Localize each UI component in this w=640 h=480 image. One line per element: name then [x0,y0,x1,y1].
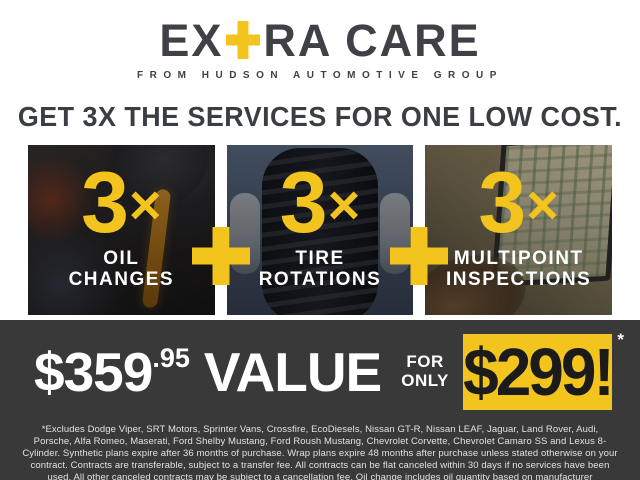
multiplier-text: 3× [81,154,162,251]
for-only-text: FOR ONLY [401,352,449,390]
panel-oil-changes: 3× OIL CHANGES [28,145,215,315]
multiplier-text: 3× [279,154,361,251]
price-row: $359.95 VALUE FOR ONLY $299! * [34,330,624,412]
value-price: $359.95 VALUE [34,340,382,403]
service-panels: 3× OIL CHANGES 3× TIRE ROTATIONS 3× MULT… [28,145,613,315]
panel-label: TIRE ROTATIONS [258,247,382,291]
disclaimer-text: *Excludes Dodge Viper, SRT Motors, Sprin… [22,424,618,480]
offer-headline: GET 3X THE SERVICES FOR ONE LOW COST. [17,101,623,132]
laptop-inspection-photo [425,145,613,315]
brand-logo: EX RA CARE [159,18,480,63]
logo-text-ex: EX [159,15,224,66]
panel-tire-rotations: 3× TIRE ROTATIONS [226,145,414,315]
panel-label: OIL CHANGES [68,247,175,291]
photo-shade [226,145,414,315]
value-word: VALUE [203,340,382,403]
sale-price: $299! [463,334,615,410]
price-asterisk: * [617,330,624,349]
oil-pour-photo [28,145,215,315]
sale-price-box: $299! * [462,330,624,410]
logo-text-ra-care: RA CARE [263,15,481,66]
plus-icon [226,20,261,59]
panel-label: MULTIPOINT INSPECTIONS [446,247,592,291]
plus-icon [390,227,448,285]
price-section: $359.95 VALUE FOR ONLY $299! * *Excludes … [0,320,640,480]
photo-shade [28,145,215,315]
tire-shape [262,148,378,315]
multiplier-text: 3× [478,154,559,251]
photo-shade [425,145,613,315]
brand-tagline: FROM HUDSON AUTOMOTIVE GROUP [137,70,503,81]
value-cents: .95 [152,342,190,373]
plus-icon [192,227,250,285]
brand-header: EX RA CARE FROM HUDSON AUTOMOTIVE GROUP [0,18,640,81]
panel-multipoint-inspections: 3× MULTIPOINT INSPECTIONS [425,145,613,315]
